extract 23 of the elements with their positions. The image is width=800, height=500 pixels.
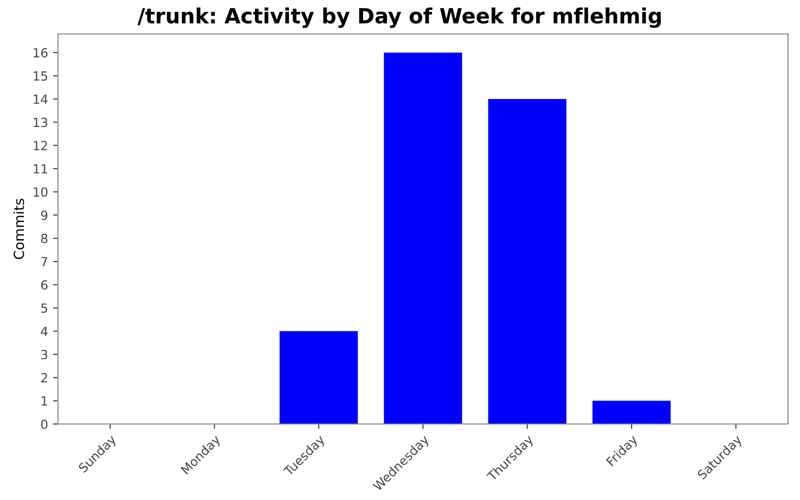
y-tick-label: 11	[34, 164, 48, 174]
y-tick-label: 3	[41, 350, 48, 360]
y-tick-label: 10	[34, 187, 48, 197]
bar	[384, 52, 462, 424]
y-tick-label: 2	[41, 373, 48, 382]
y-tick-label: 5	[41, 304, 48, 313]
y-tick-label: 1	[42, 396, 48, 406]
y-tick-label: 16	[34, 48, 48, 58]
y-tick-label: 6	[41, 280, 48, 290]
bar	[488, 99, 566, 424]
y-tick-label: 0	[41, 419, 48, 429]
bar	[592, 400, 671, 424]
y-tick-label: 9	[41, 210, 48, 220]
y-tick-label: 4	[40, 326, 48, 336]
y-tick-label: 15	[34, 71, 48, 81]
y-tick-label: 12	[34, 140, 48, 150]
y-tick-label: 14	[34, 94, 48, 104]
y-tick-label: 7	[41, 257, 48, 266]
y-tick-label: 8	[41, 234, 48, 244]
y-tick-label: 13	[34, 118, 48, 128]
chart-title: /trunk: Activity by Day of Week for mflehmig	[137, 8, 661, 28]
y-axis-title: Commits	[13, 198, 24, 260]
bar	[280, 331, 358, 424]
